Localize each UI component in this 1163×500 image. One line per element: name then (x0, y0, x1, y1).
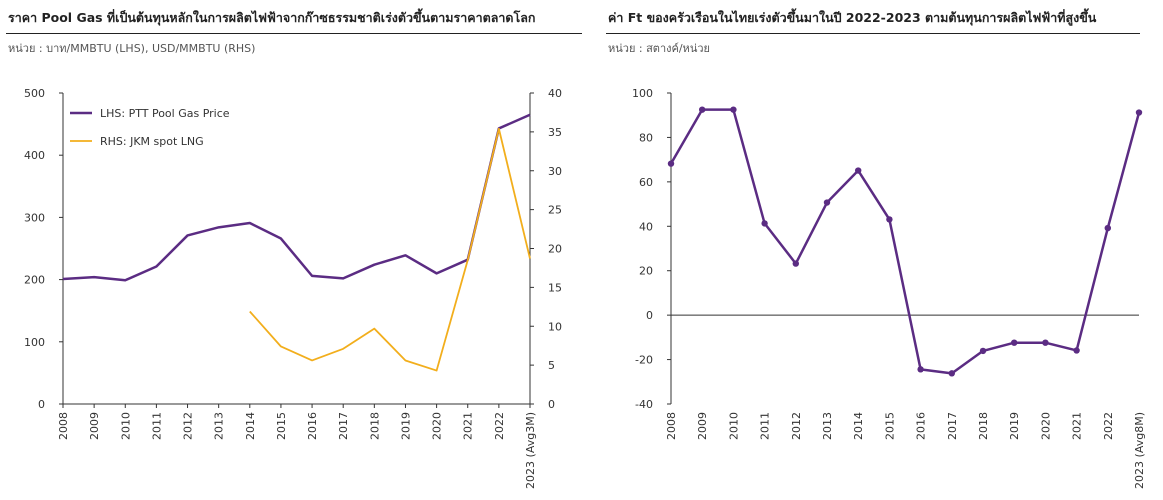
x-tick-label: 2014 (852, 412, 865, 440)
ft-rate-point (1011, 339, 1018, 346)
ft-rate-point (886, 216, 893, 223)
left-y-tick-label: 0 (38, 398, 45, 411)
x-tick-label: 2008 (57, 412, 70, 440)
y-tick-label: 80 (639, 131, 653, 144)
left-title-rule (6, 33, 582, 34)
right-chart-title: ค่า Ft ของครัวเรือนในไทยเร่งตัวขึ้นมาในป… (608, 10, 1097, 25)
right-line-chart: -40 -20 0 20 40 60 80 100 2008 2009 2010 2011 2012 20… (632, 87, 1146, 489)
x-tick-label: 2012 (182, 412, 195, 440)
y-tick-label: 60 (639, 176, 653, 189)
x-tick-label: 2014 (244, 412, 257, 440)
ft-rate-point (979, 347, 987, 355)
ft-rate-point (792, 260, 799, 267)
x-tick-label: 2011 (759, 412, 772, 440)
ft-rate-point (761, 220, 768, 227)
ft-rate-line (669, 108, 1141, 375)
x-tick-label: 2019 (1008, 412, 1021, 440)
x-tick-label: 2010 (727, 412, 740, 440)
y-tick-label: -40 (635, 398, 653, 411)
ft-rate-point (823, 199, 831, 206)
x-tick-label: 2011 (150, 412, 163, 440)
left-chart-panel: ราคา Pool Gas ที่เป็นต้นทุนหลักในการผลิต… (6, 10, 582, 489)
right-y-tick-label: 5 (548, 359, 555, 372)
left-y-tick-label: 400 (24, 149, 45, 162)
left-chart-subtitle: หน่วย : บาท/MMBTU (LHS), USD/MMBTU (RHS) (8, 42, 256, 55)
x-tick-label: 2016 (306, 412, 319, 440)
jkm-lng-line (249, 127, 531, 372)
x-tick-label: 2015 (275, 412, 288, 440)
left-y-tick-label: 200 (24, 274, 45, 287)
x-tick-label: 2018 (977, 412, 990, 440)
right-y-tick-label: 15 (548, 281, 562, 294)
right-y-tick-label: 30 (548, 165, 562, 178)
x-tick-label: 2023 (Avg8M) (1133, 412, 1146, 489)
right-title-rule (606, 33, 1140, 34)
left-chart-title: ราคา Pool Gas ที่เป็นต้นทุนหลักในการผลิต… (8, 10, 536, 25)
legend-label: LHS: PTT Pool Gas Price (100, 107, 230, 120)
right-chart-panel: ค่า Ft ของครัวเรือนในไทยเร่งตัวขึ้นมาในป… (600, 0, 1163, 500)
ft-rate-point (1104, 224, 1111, 232)
legend-label: RHS: JKM spot LNG (100, 135, 204, 148)
ft-rate-point (667, 160, 675, 167)
x-tick-label: 2023 (Avg3M) (524, 412, 537, 489)
x-tick-label: 2020 (431, 412, 444, 440)
right-y-tick-label: 10 (548, 320, 562, 333)
x-tick-label: 2013 (821, 412, 834, 440)
ft-rate-point (1073, 347, 1080, 354)
ft-rate-point (1135, 109, 1143, 116)
right-chart-subtitle: หน่วย : สตางค์/หน่วย (608, 42, 710, 55)
x-tick-label: 2010 (119, 412, 132, 440)
x-tick-label: 2009 (696, 412, 709, 440)
ft-rate-point (855, 167, 862, 174)
ft-rate-point (730, 106, 737, 113)
x-tick-label: 2016 (915, 412, 928, 440)
y-tick-label: 40 (639, 220, 653, 233)
x-tick-label: 2021 (1071, 412, 1084, 440)
x-tick-label: 2017 (337, 412, 350, 440)
pool-gas-price-line (62, 113, 531, 282)
x-tick-label: 2008 (665, 412, 678, 440)
right-y-tick-label: 40 (548, 87, 562, 100)
right-y-tick-label: 25 (548, 204, 562, 217)
x-tick-label: 2013 (213, 412, 226, 440)
x-tick-label: 2022 (493, 412, 506, 440)
y-tick-label: 20 (639, 265, 653, 278)
x-tick-label: 2009 (88, 412, 101, 440)
x-tick-label: 2017 (946, 412, 959, 440)
x-tick-label: 2015 (883, 412, 896, 440)
x-tick-label: 2021 (462, 412, 475, 440)
ft-rate-point (948, 370, 955, 377)
x-tick-label: 2012 (790, 412, 803, 440)
left-y-tick-label: 500 (24, 87, 45, 100)
x-tick-label: 2020 (1039, 412, 1052, 440)
x-tick-label: 2022 (1102, 412, 1115, 440)
ft-rate-point (699, 106, 706, 113)
right-y-tick-label: 20 (548, 243, 562, 256)
ft-rate-point (1042, 339, 1049, 346)
x-tick-label: 2018 (368, 412, 381, 440)
y-tick-label: 0 (646, 309, 653, 322)
right-y-tick-label: 35 (548, 126, 562, 139)
y-tick-label: -20 (635, 354, 653, 367)
left-line-chart: 0 100 200 300 400 500 0 5 10 15 20 25 30 35 40 2008 2009… (24, 87, 562, 489)
x-tick-label: 2019 (399, 412, 412, 440)
y-tick-label: 100 (632, 87, 653, 100)
left-y-tick-label: 300 (24, 211, 45, 224)
left-y-tick-label: 100 (24, 336, 45, 349)
ft-rate-point (917, 366, 924, 373)
right-y-tick-label: 0 (548, 398, 555, 411)
